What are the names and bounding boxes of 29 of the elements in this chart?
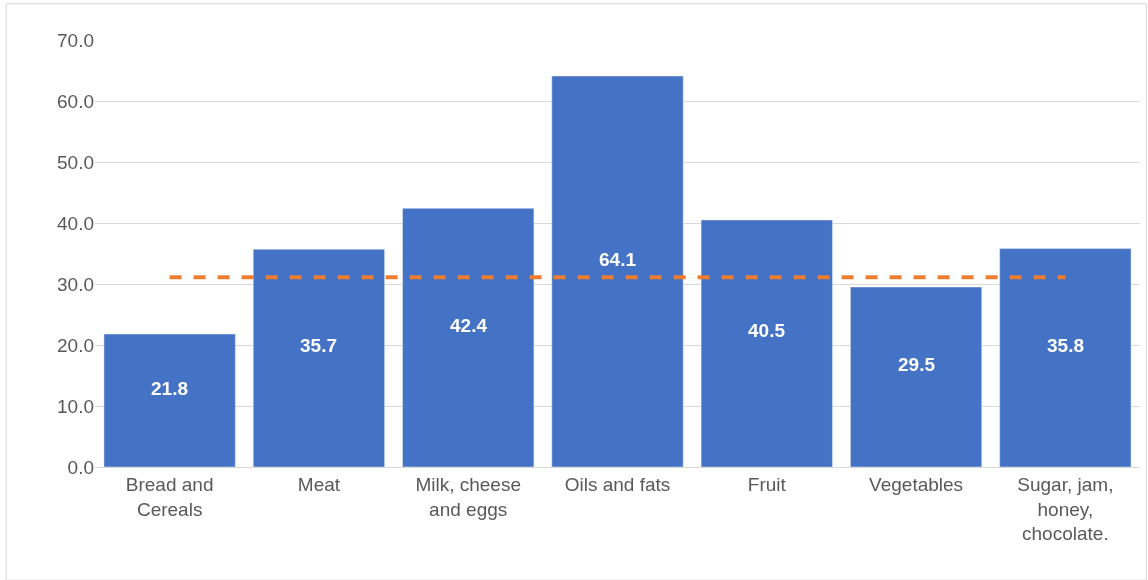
bar <box>850 286 983 467</box>
bar <box>700 219 833 467</box>
x-tick-label: Oils and fats <box>564 473 671 495</box>
data-label: 35.7 <box>300 335 337 356</box>
y-tick-label: 60.0 <box>57 90 94 112</box>
data-label: 29.5 <box>898 354 936 375</box>
bar <box>103 333 236 467</box>
y-tick-label: 70.0 <box>57 29 94 51</box>
data-label: 64.1 <box>599 249 637 270</box>
x-tick-label: Vegetables <box>869 473 964 495</box>
x-tick-label: Bread and Cereals <box>125 473 214 520</box>
y-tick-label: 40.0 <box>57 212 94 234</box>
data-label: 40.5 <box>748 320 786 341</box>
y-tick-label: 10.0 <box>57 395 94 417</box>
y-tick-label: 0.0 <box>67 456 94 478</box>
y-tick-label: 30.0 <box>57 273 94 295</box>
x-tick-label: Sugar, jam, honey, chocolate. <box>1017 473 1114 545</box>
data-label: 21.8 <box>151 378 188 399</box>
bar <box>252 248 385 467</box>
x-tick-label: Fruit <box>747 473 787 495</box>
bar <box>551 75 684 467</box>
y-tick-label: 20.0 <box>57 334 94 356</box>
bar <box>999 248 1132 467</box>
x-tick-label: Milk, cheese and eggs <box>415 473 522 520</box>
x-tick-label: Meat <box>297 473 341 495</box>
y-tick-label: 50.0 <box>57 151 94 173</box>
bar <box>402 208 535 467</box>
data-label: 35.8 <box>1047 335 1084 356</box>
data-label: 42.4 <box>450 315 488 336</box>
